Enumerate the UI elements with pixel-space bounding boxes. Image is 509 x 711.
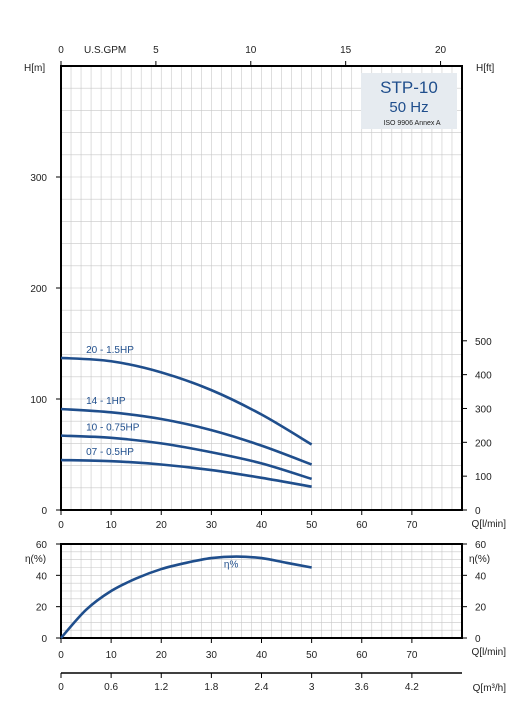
flow-lmin-tick-label: 0 <box>58 520 64 531</box>
efficiency-right-tick-label: 40 <box>475 571 487 582</box>
head-m-tick-label: 200 <box>30 284 47 295</box>
flow-m3h-tick-label: 1.2 <box>154 682 168 693</box>
efficiency-right-tick-label: 20 <box>475 603 487 614</box>
curve-10-0-75hp <box>60 434 313 481</box>
flow-m3h-tick-label: 1.8 <box>204 682 218 693</box>
curve-20-1-5hp <box>60 356 313 446</box>
head-m-tick-label: 300 <box>30 173 47 184</box>
flow-lmin-tick-label: 50 <box>306 650 318 661</box>
flow-lmin-axis-label-eff: Q[l/min] <box>472 647 507 658</box>
flow-lmin-tick-label: 20 <box>156 650 168 661</box>
efficiency-left-tick-label: 60 <box>36 540 48 551</box>
head-m-tick-label: 0 <box>41 506 47 517</box>
tick-labels: 0 10 20 30 40 50 60 700 5 10 15 2001002003000100200… <box>30 45 492 693</box>
flow-lmin-tick-label: 50 <box>306 520 318 531</box>
head-ft-tick-label: 200 <box>475 438 492 449</box>
flow-lmin-tick-label: 0 <box>58 650 64 661</box>
efficiency-right-axis-label: η(%) <box>469 554 490 565</box>
performance-curves: 20 - 1.5HP 14 - 1HP 10 - 0.75HP 07 - 0.5HP η… <box>60 345 313 639</box>
flow-lmin-tick-label: 10 <box>106 650 118 661</box>
flow-lmin-tick-label: 30 <box>206 520 218 531</box>
head-m-tick-label: 100 <box>30 395 47 406</box>
flow-lmin-tick-label: 10 <box>106 520 118 531</box>
efficiency-left-axis-label: η(%) <box>25 554 46 565</box>
flow-gpm-tick-label: 20 <box>435 45 447 56</box>
curve-efficiency <box>60 555 312 639</box>
head-ft-tick-label: 400 <box>475 371 492 382</box>
flow-gpm-tick-label: 10 <box>245 45 257 56</box>
flow-m3h-tick-label: 4.2 <box>405 682 419 693</box>
flow-lmin-tick-label: 40 <box>256 650 268 661</box>
curve-label-20-1-5hp: 20 - 1.5HP <box>86 345 134 356</box>
head-ft-tick-label: 100 <box>475 472 492 483</box>
efficiency-right-tick-label: 0 <box>475 634 481 645</box>
head-ft-tick-label: 500 <box>475 337 492 348</box>
flow-gpm-axis-label: U.S.GPM <box>84 45 126 56</box>
flow-lmin-tick-label: 60 <box>356 650 368 661</box>
curve-label-14-1hp: 14 - 1HP <box>86 396 126 407</box>
flow-m3h-tick-label: 0.6 <box>104 682 118 693</box>
flow-m3h-axis-label: Q[m³/h] <box>473 683 507 694</box>
flow-m3h-tick-label: 3 <box>309 682 315 693</box>
head-ft-tick-label: 0 <box>475 506 481 517</box>
title-box-background <box>361 73 457 129</box>
flow-m3h-tick-label: 3.6 <box>355 682 369 693</box>
flow-lmin-tick-label: 60 <box>356 520 368 531</box>
flow-gpm-tick-label: 15 <box>340 45 352 56</box>
curve-14-1hp <box>60 407 313 466</box>
flow-lmin-tick-label: 30 <box>206 650 218 661</box>
curve-label-07-0-5hp: 07 - 0.5HP <box>86 447 134 458</box>
flow-lmin-tick-label: 70 <box>406 650 418 661</box>
chart-note: ISO 9906 Annex A <box>383 120 441 127</box>
flow-m3h-tick-label: 2.4 <box>255 682 269 693</box>
title-box: STP-10 50 Hz ISO 9906 Annex A <box>361 73 457 129</box>
flow-lmin-tick-label: 70 <box>406 520 418 531</box>
curve-07-0-5hp <box>60 458 312 488</box>
curve-label-10-0-75hp: 10 - 0.75HP <box>86 423 140 434</box>
flow-m3h-tick-label: 0 <box>58 682 64 693</box>
head-ft-tick-label: 300 <box>475 404 492 415</box>
flow-lmin-axis-label-top: Q[l/min] <box>472 519 507 530</box>
curve-label-efficiency: η% <box>224 560 239 571</box>
flow-gpm-tick-label: 5 <box>153 45 159 56</box>
efficiency-left-tick-label: 0 <box>41 634 47 645</box>
flow-lmin-tick-label: 20 <box>156 520 168 531</box>
efficiency-left-tick-label: 40 <box>36 571 48 582</box>
efficiency-right-tick-label: 60 <box>475 540 487 551</box>
chart-subtitle: 50 Hz <box>389 99 428 116</box>
head-ft-axis-label: H[ft] <box>476 63 495 74</box>
head-m-axis-label: H[m] <box>24 63 45 74</box>
head-chart-grid <box>60 65 463 511</box>
chart-title: STP-10 <box>380 78 438 97</box>
flow-lmin-tick-label: 40 <box>256 520 268 531</box>
efficiency-left-tick-label: 20 <box>36 603 48 614</box>
flow-gpm-tick-label: 0 <box>58 45 64 56</box>
